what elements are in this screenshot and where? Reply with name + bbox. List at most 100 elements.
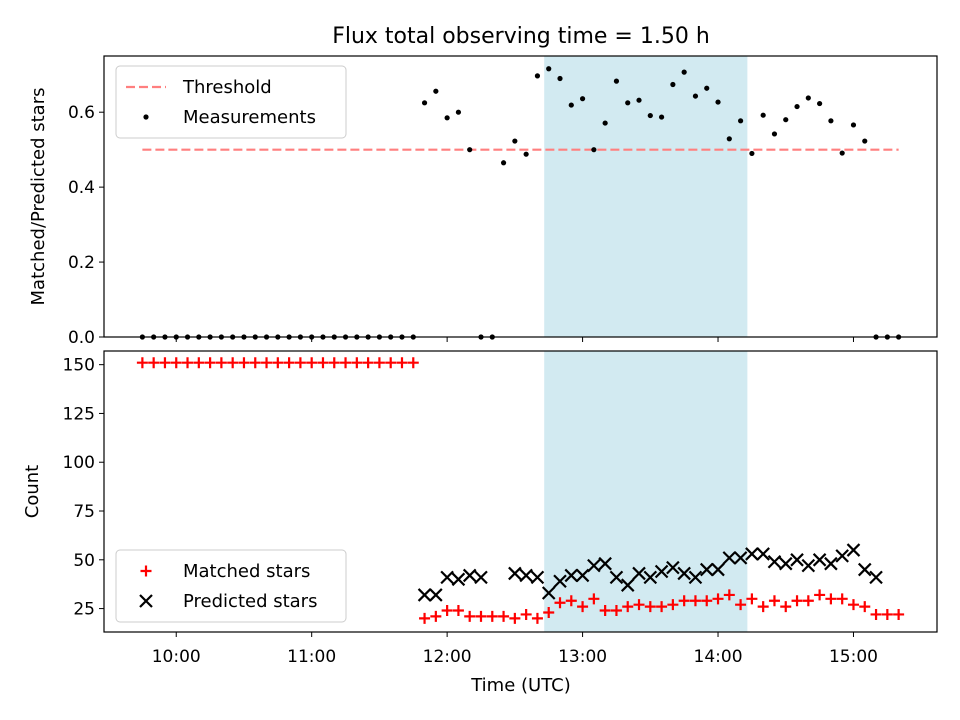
measurement-point xyxy=(467,147,473,153)
matched-stars-point xyxy=(633,599,645,611)
matched-stars-point xyxy=(802,595,814,607)
matched-stars-point xyxy=(893,608,905,620)
matched-stars-point xyxy=(182,357,194,369)
matched-stars-point xyxy=(656,601,668,613)
chart-title: Flux total observing time = 1.50 h xyxy=(332,24,710,49)
x-tick-label: 15:00 xyxy=(829,647,878,667)
measurement-point xyxy=(613,78,620,84)
measurement-point xyxy=(500,160,507,166)
predicted-stars-point xyxy=(609,570,624,585)
matched-stars-point xyxy=(565,595,577,607)
measurement-point xyxy=(421,100,428,106)
x-tick-label: 10:00 xyxy=(152,647,201,667)
y-tick-label: 50 xyxy=(73,551,95,571)
legend: Matched stars Predicted stars xyxy=(115,549,347,623)
legend-box xyxy=(115,65,347,139)
predicted-stars-point xyxy=(451,572,466,587)
predicted-stars-point xyxy=(801,558,816,573)
y-tick-label: 100 xyxy=(63,453,95,473)
x-tick-label: 14:00 xyxy=(694,647,743,667)
y-tick-label: 75 xyxy=(73,502,95,522)
matched-stars-point xyxy=(136,357,148,369)
measurement-point xyxy=(692,93,699,99)
predicted-stars-point xyxy=(417,588,432,602)
matched-stars-point xyxy=(452,605,464,617)
predicted-stars-point xyxy=(530,570,545,585)
x-axis-label: Time (UTC) xyxy=(470,675,571,696)
y-tick-label: 0.4 xyxy=(68,178,95,198)
matched-stars-point xyxy=(249,357,261,369)
predicted-stars-point xyxy=(564,568,579,583)
measurement-point xyxy=(850,122,857,128)
measurement-point xyxy=(625,100,631,106)
matched-stars-point xyxy=(588,593,600,605)
measurement-point xyxy=(704,85,710,91)
predicted-stars-point xyxy=(835,549,849,563)
measurement-point xyxy=(738,118,744,124)
matched-stars-point xyxy=(870,608,882,620)
matched-stars-point xyxy=(283,357,295,369)
measurement-point xyxy=(749,150,755,157)
observing-window-span xyxy=(544,56,748,337)
measurement-point xyxy=(794,103,800,110)
predicted-stars-point xyxy=(541,586,556,600)
predicted-stars-point xyxy=(767,554,782,569)
y-tick-label: 0.6 xyxy=(68,103,95,123)
y-tick-label: 0.2 xyxy=(68,253,95,273)
matched-stars-point xyxy=(317,357,329,369)
observing-window-span xyxy=(544,351,748,632)
predicted-stars-point xyxy=(778,556,793,571)
measurement-point xyxy=(433,88,439,94)
predicted-stars-point xyxy=(846,543,861,557)
measurement-point xyxy=(455,109,462,115)
predicted-stars-point xyxy=(519,568,533,583)
matched-stars-point xyxy=(610,605,622,617)
matched-stars-point xyxy=(622,601,634,613)
y-tick-label: 25 xyxy=(73,600,95,620)
legend-predicted-swatch xyxy=(139,594,153,608)
measurement-point xyxy=(568,102,574,108)
matched-stars-point xyxy=(768,595,780,607)
y-axis-label: Matched/Predicted stars xyxy=(28,88,49,306)
predicted-stars-point xyxy=(654,564,669,579)
y-tick-label: 0.0 xyxy=(68,328,95,348)
measurement-point xyxy=(681,69,687,75)
measurement-point xyxy=(670,81,676,88)
matched-stars-point xyxy=(712,593,724,605)
legend-label: Matched stars xyxy=(183,561,310,582)
matched-stars-point xyxy=(396,357,408,369)
matched-stars-point xyxy=(757,601,769,613)
predicted-stars-point xyxy=(711,562,725,577)
y-axis-label: Count xyxy=(22,465,43,518)
predicted-stars-point xyxy=(620,578,635,592)
matched-stars-point xyxy=(825,593,837,605)
predicted-stars-point xyxy=(440,570,454,585)
predicted-stars-point xyxy=(643,570,658,585)
measurement-point xyxy=(636,97,642,103)
y-tick-label: 125 xyxy=(63,404,95,424)
matched-stars-point xyxy=(577,601,589,613)
matched-stars-point xyxy=(215,357,227,369)
matched-stars-point xyxy=(272,357,284,369)
measurement-point xyxy=(805,95,811,101)
measurement-point xyxy=(647,112,653,119)
matched-stars-point xyxy=(159,357,171,369)
y-tick-label: 150 xyxy=(63,356,95,376)
predicted-stars-point xyxy=(462,568,477,583)
matched-stars-point xyxy=(701,595,713,607)
predicted-stars-point xyxy=(587,558,601,573)
matched-stars-point xyxy=(170,357,182,369)
matched-stars-point xyxy=(464,610,476,622)
matched-stars-point xyxy=(373,357,385,369)
matched-stars-point xyxy=(689,595,701,607)
measurement-point xyxy=(715,99,721,105)
matched-stars-point xyxy=(847,599,859,611)
predicted-stars-point xyxy=(857,562,872,577)
matched-stars-point xyxy=(204,357,216,369)
predicted-stars-point xyxy=(508,566,522,581)
x-tick-label: 12:00 xyxy=(423,647,472,667)
legend-label: Predicted stars xyxy=(183,591,317,612)
matched-stars-point xyxy=(486,610,498,622)
measurement-point xyxy=(512,138,518,144)
